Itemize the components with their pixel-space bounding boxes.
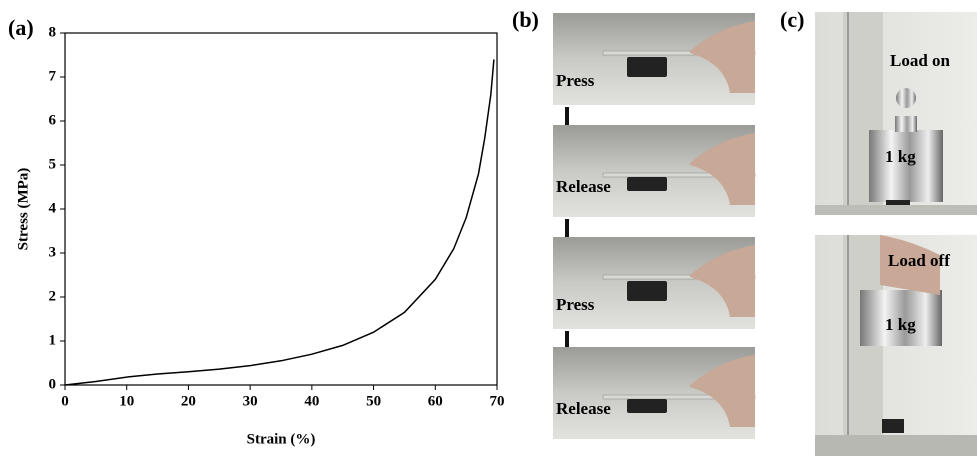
- stress-curve: [64, 59, 495, 386]
- step-label: Release: [556, 177, 611, 196]
- step-label: Release: [556, 399, 611, 418]
- step-label: Press: [556, 71, 595, 90]
- caption: Load off: [888, 251, 950, 270]
- finger: [690, 245, 755, 317]
- load-photo-top: Load on 1 kg: [815, 12, 977, 215]
- y-tick-label: 6: [49, 112, 57, 128]
- x-tick-label: 50: [366, 393, 381, 409]
- y-tick-label: 4: [49, 200, 57, 216]
- panel-label: (b): [512, 7, 539, 32]
- y-axis-label: Stress (MPa): [15, 168, 31, 251]
- plot: 0 10 20 30 40 50 60 70 0 1 2 3 4 5 6 7 8 Strain (%) Stress…: [15, 24, 504, 447]
- finger: [690, 133, 755, 205]
- plot-frame: [64, 32, 498, 386]
- x-tick-label: 40: [304, 393, 319, 409]
- finger: [690, 21, 755, 93]
- x-tick-label: 60: [428, 393, 443, 409]
- sample: [627, 57, 667, 77]
- y-tick-label: 5: [49, 156, 57, 172]
- y-tick-label: 1: [49, 332, 57, 348]
- x-tick-label: 20: [181, 393, 196, 409]
- load-photo-bottom: Load off 1 kg: [815, 235, 977, 456]
- press-photos: Press Release Press Release: [553, 13, 756, 439]
- y-tick-label: 8: [49, 24, 57, 40]
- weight-label: 1 kg: [885, 315, 916, 334]
- sample: [627, 177, 667, 191]
- panel-label: (c): [780, 7, 804, 32]
- finger: [690, 355, 755, 427]
- x-tick-label: 70: [490, 393, 505, 409]
- y-tick-label: 3: [49, 244, 57, 260]
- sample: [627, 281, 667, 301]
- weight-label: 1 kg: [885, 147, 916, 166]
- step-label: Press: [556, 295, 595, 314]
- y-tick-label: 7: [49, 68, 57, 84]
- x-tick-label: 30: [243, 393, 258, 409]
- caption: Load on: [890, 51, 951, 70]
- x-axis-label: Strain (%): [247, 431, 316, 447]
- x-tick-label: 0: [61, 393, 69, 409]
- sample: [627, 399, 667, 413]
- panel-label: (a): [8, 15, 34, 40]
- x-tick-label: 10: [119, 393, 134, 409]
- y-tick-label: 2: [49, 288, 57, 304]
- y-tick-label: 0: [49, 376, 57, 392]
